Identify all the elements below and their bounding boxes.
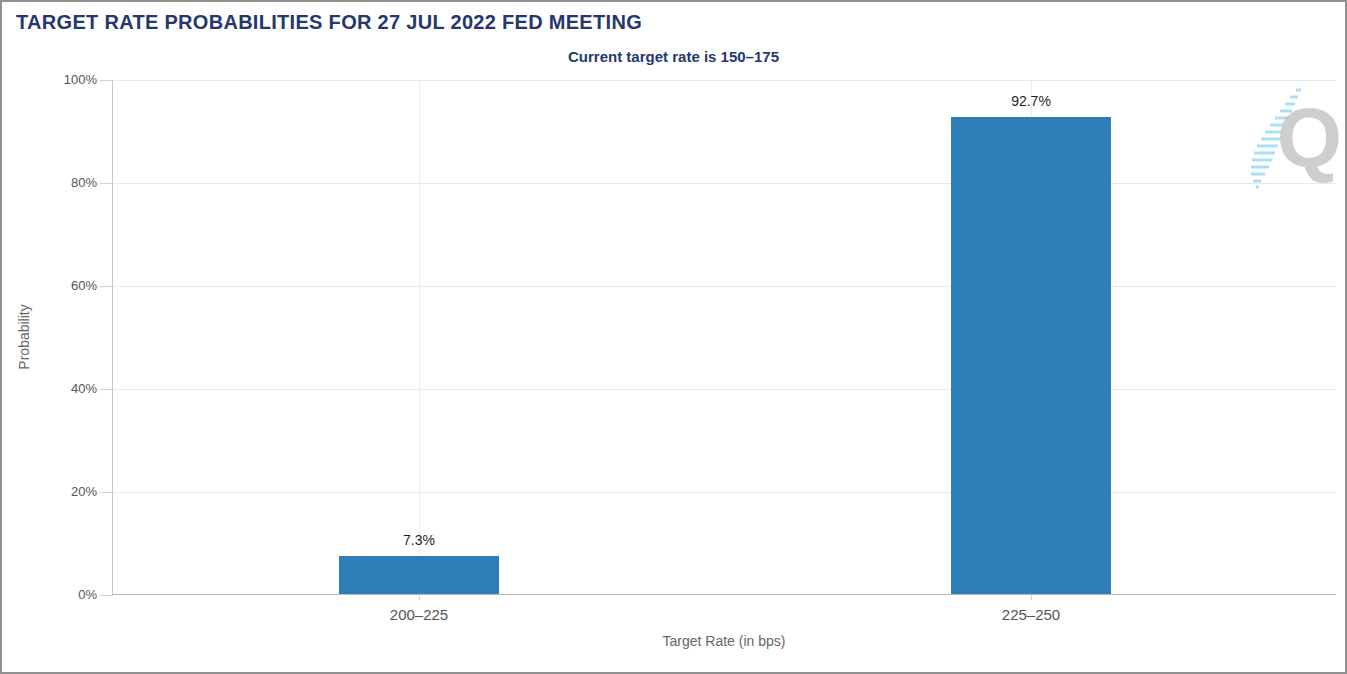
- x-axis-title: Target Rate (in bps): [112, 633, 1336, 649]
- y-gridline: [113, 492, 1336, 493]
- chart-title: TARGET RATE PROBABILITIES FOR 27 JUL 202…: [16, 11, 642, 34]
- y-tick-mark: [100, 183, 113, 184]
- y-axis-title: Probability: [16, 304, 32, 369]
- y-gridline: [113, 389, 1336, 390]
- x-tick-label: 200–225: [339, 606, 499, 623]
- x-tick-mark: [1031, 594, 1032, 600]
- y-tick-mark: [100, 389, 113, 390]
- y-tick-label: 0%: [51, 587, 97, 602]
- y-tick-mark: [100, 492, 113, 493]
- y-tick-label: 100%: [51, 72, 97, 87]
- y-tick-label: 40%: [51, 381, 97, 396]
- y-tick-label: 80%: [51, 175, 97, 190]
- y-tick-label: 60%: [51, 278, 97, 293]
- chart-subtitle: Current target rate is 150–175: [2, 48, 1345, 65]
- y-tick-label: 20%: [51, 484, 97, 499]
- y-gridline: [113, 286, 1336, 287]
- y-gridline: [113, 183, 1336, 184]
- y-tick-mark: [100, 286, 113, 287]
- bar-value-label: 7.3%: [349, 532, 489, 548]
- y-tick-mark: [100, 80, 113, 81]
- plot-area: 0%20%40%60%80%100%7.3%200–22592.7%225–25…: [112, 80, 1336, 595]
- y-gridline: [113, 80, 1336, 81]
- chart-panel: TARGET RATE PROBABILITIES FOR 27 JUL 202…: [0, 0, 1347, 674]
- bar-value-label: 92.7%: [961, 93, 1101, 109]
- y-tick-mark: [100, 595, 113, 596]
- x-tick-mark: [419, 594, 420, 600]
- x-tick-label: 225–250: [951, 606, 1111, 623]
- category-gridline: [419, 80, 420, 594]
- bar-225–250: [951, 117, 1111, 594]
- bar-200–225: [339, 556, 499, 594]
